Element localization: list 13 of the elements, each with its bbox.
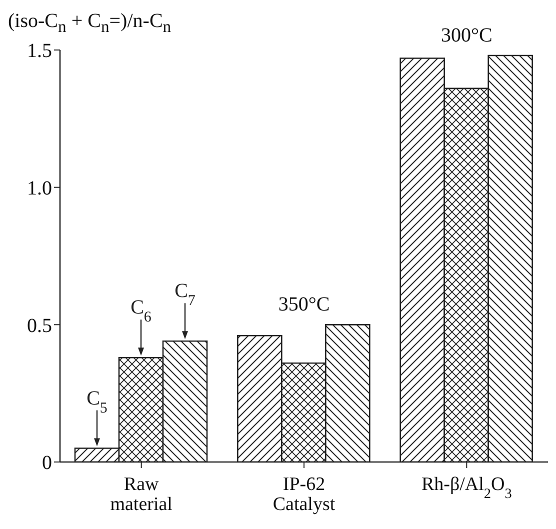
x-tick-label: IP-62 Catalyst (272, 474, 336, 515)
y-tick-label: 0.5 (27, 314, 52, 337)
series-label: C$_{7}$ (174, 280, 196, 310)
y-tick-label: 1.5 (27, 40, 52, 62)
x-tick-label: Raw material (110, 474, 172, 515)
series-label: C$_{5}$ (86, 387, 108, 416)
annotation: 350°C (278, 294, 330, 316)
text: 300°C (440, 24, 492, 46)
series-label: C$_{6}$ (130, 296, 152, 326)
y-tick-label: 0 (42, 452, 52, 474)
y-tick-label: 1.0 (27, 177, 52, 200)
x-tick-label: Rh-β/Al$_{2}$O$_{3}$ (421, 474, 512, 502)
y-axis-title: (iso-C$_{n}$ + C$_{n}$=)/n-C$_{n}$ (8, 10, 172, 37)
